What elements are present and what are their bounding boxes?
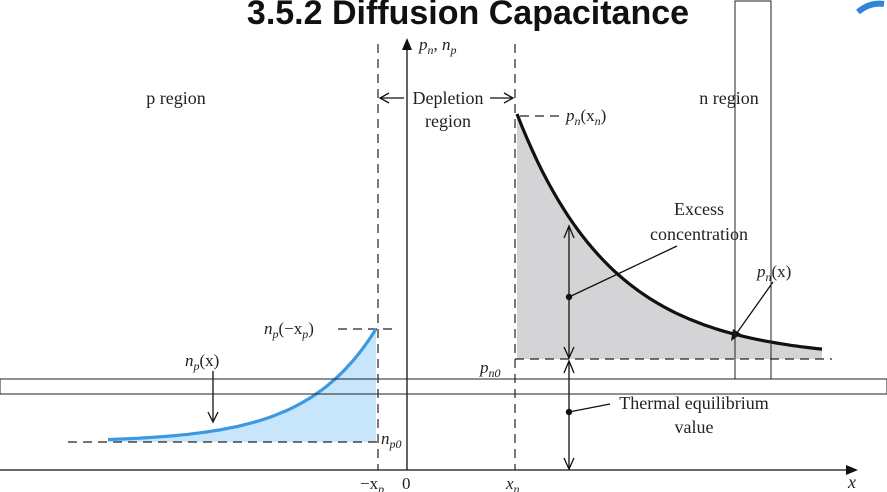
thermal-arrowhead-up-icon	[563, 359, 575, 374]
np-x-label: np(x)	[185, 351, 219, 373]
thermal-label-line2: value	[675, 417, 714, 437]
np-neg-xp-label: np(−xp)	[264, 319, 314, 341]
excess-label-line2: concentration	[650, 224, 748, 244]
overlay-box-vertical	[734, 0, 772, 380]
tick-neg-xp: −xp	[360, 474, 384, 492]
np0-label: np0	[381, 429, 402, 451]
x-axis-label: x	[847, 472, 856, 492]
p-region-label: p region	[146, 88, 205, 108]
pn-x-label: pn(x)	[756, 262, 791, 284]
pn0-label: pn0	[479, 358, 501, 380]
excess-arrowhead-down-icon	[563, 346, 575, 360]
np-x-pointer-arrowhead-icon	[207, 411, 219, 424]
p-side-excess-area	[108, 329, 376, 442]
thermal-arrowhead-down-icon	[563, 457, 575, 471]
y-axis-arrow-icon	[402, 38, 412, 50]
slide-title: 3.5.2 Diffusion Capacitance	[247, 0, 689, 32]
depletion-arrowhead-right-icon	[503, 92, 515, 104]
np-x-curve	[107, 328, 378, 442]
thermal-label-line1: Thermal equilibrium	[619, 393, 768, 413]
y-axis-label: pn, np	[418, 35, 457, 57]
tick-zero: 0	[402, 474, 411, 492]
overlay-box-horizontal	[0, 378, 887, 395]
tick-xn: xn	[505, 474, 520, 492]
excess-leader-line	[568, 245, 678, 298]
x-axis-arrow-icon	[846, 465, 858, 475]
depletion-arrowhead-left-icon	[378, 92, 390, 104]
thermal-leader-line	[568, 403, 611, 413]
n-region-label: n region	[699, 88, 758, 108]
depletion-label-line2: region	[425, 111, 471, 131]
logo-arc-icon	[856, 0, 885, 15]
pn-xn-label: pn(xn)	[565, 106, 606, 128]
pn-x-pointer-arrowhead-icon	[731, 329, 741, 341]
excess-label-line1: Excess	[674, 199, 724, 219]
excess-arrowhead-up-icon	[563, 224, 575, 239]
depletion-label-line1: Depletion	[413, 88, 484, 108]
pn-x-pointer-line	[733, 281, 774, 338]
n-side-excess-area	[517, 114, 822, 359]
